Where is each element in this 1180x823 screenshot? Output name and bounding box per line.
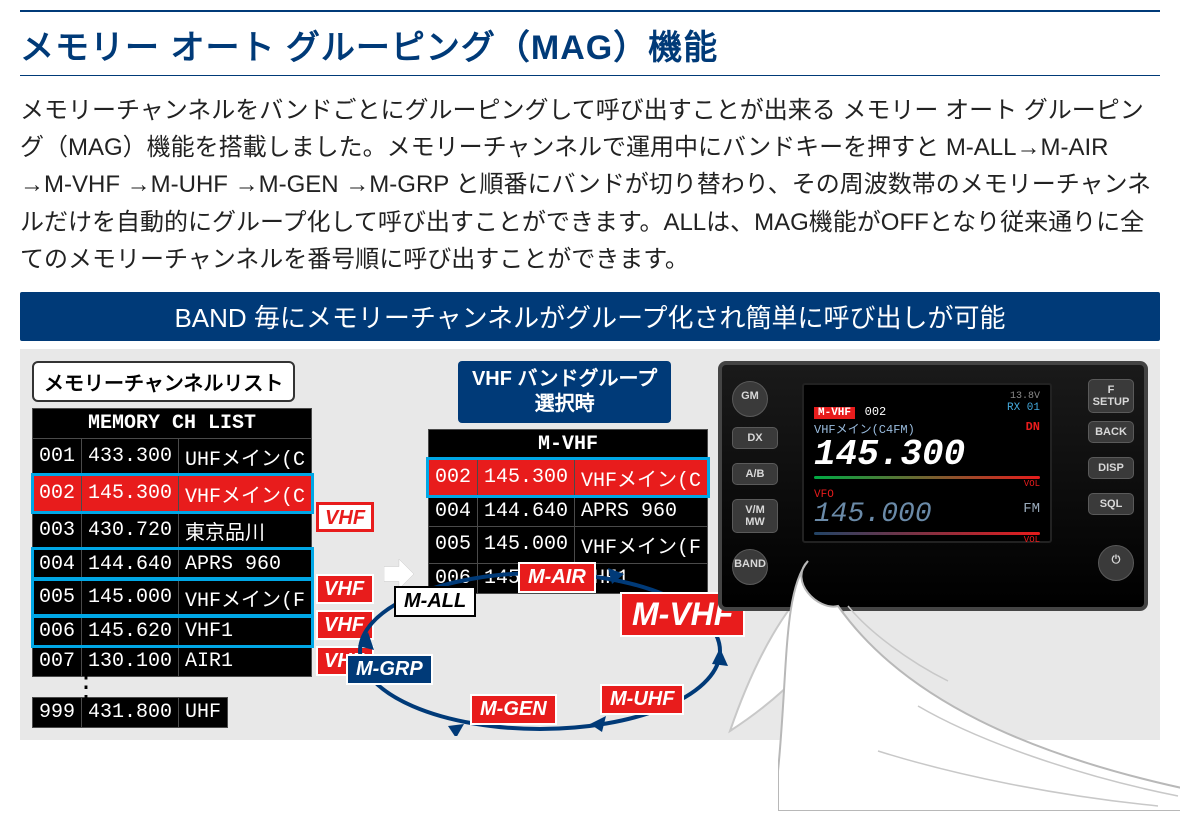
vertical-ellipsis: ⋮ — [32, 677, 312, 697]
table-row: 006145.620VHF1 — [33, 616, 312, 646]
vhf-group-tab: VHF バンドグループ 選択時 — [458, 361, 671, 423]
table-row: 002145.300VHFメイン(C — [33, 475, 312, 512]
mem-freq: 431.800 — [82, 697, 179, 727]
mem-freq: 145.620 — [82, 616, 179, 646]
mem-freq: 433.300 — [82, 438, 179, 475]
screen-vol-label: VOL — [814, 479, 1040, 489]
screen-dn-badge: DN — [1026, 420, 1040, 434]
screen-ch: 002 — [865, 405, 887, 419]
cycle-node-mall: M-ALL — [394, 586, 476, 617]
mem-ch: 005 — [33, 579, 82, 616]
screen-vol-label-2: VOL — [814, 535, 1040, 545]
device-screen: 13.8V M-VHF 002 RX 01 VHFメイン(C4FM) DN 14… — [802, 383, 1052, 543]
table-row: 005145.000VHFメイン(F — [33, 579, 312, 616]
cycle-node-mgrp: M-GRP — [346, 654, 433, 685]
table-row: 001433.300UHFメイン(C — [33, 438, 312, 475]
mem-freq: 144.640 — [477, 496, 574, 526]
mem-name: APRS 960 — [574, 496, 707, 526]
screen-status: 13.8V — [814, 391, 1040, 402]
mem-freq: 430.720 — [82, 512, 179, 549]
subhead-bar: BAND 毎にメモリーチャンネルがグループ化され簡単に呼び出しが可能 — [20, 292, 1160, 341]
device-fsetup-button[interactable]: FSETUP — [1088, 379, 1134, 413]
vhf-tag: VHF — [316, 502, 374, 532]
rule-under-heading — [20, 75, 1160, 76]
memory-list-last-row: 999 431.800 UHF — [32, 697, 228, 728]
memory-list-tab: メモリーチャンネルリスト — [32, 361, 295, 402]
mem-name: 東京品川 — [179, 512, 312, 549]
body-paragraph: メモリーチャンネルをバンドごとにグルーピングして呼び出すことが出来る メモリー … — [20, 92, 1160, 278]
vhf-group-tab-line2: 選択時 — [535, 393, 595, 415]
screen-freq-sub: 145.000 — [814, 499, 932, 530]
vhf-group-tab-line1: VHF バンドグループ — [472, 368, 657, 390]
device-ab-button[interactable]: A/B — [732, 463, 778, 485]
mem-name: VHF1 — [179, 616, 312, 646]
mem-ch: 004 — [33, 549, 82, 579]
diagram-panel: メモリーチャンネルリスト MEMORY CH LIST 001433.300UH… — [20, 349, 1160, 740]
mem-name: VHFメイン(F — [179, 579, 312, 616]
device-band-button[interactable]: BAND — [732, 549, 768, 585]
section-heading: メモリー オート グルーピング（MAG）機能 — [20, 18, 1160, 71]
mem-name: VHFメイン(C — [179, 475, 312, 512]
mem-ch: 001 — [33, 438, 82, 475]
table-row: 002145.300VHFメイン(C — [428, 459, 707, 496]
mem-freq: 145.300 — [82, 475, 179, 512]
memory-list-header: MEMORY CH LIST — [33, 408, 312, 438]
mem-ch: 002 — [33, 475, 82, 512]
device-dx-button[interactable]: DX — [732, 427, 778, 449]
mem-name: UHF — [179, 697, 228, 727]
mem-ch: 003 — [33, 512, 82, 549]
table-row: 003430.720東京品川 — [33, 512, 312, 549]
mem-name: APRS 960 — [179, 549, 312, 579]
cycle-node-mgen: M-GEN — [470, 694, 557, 725]
screen-mode: FM — [1023, 501, 1040, 517]
mem-name: UHFメイン(C — [179, 438, 312, 475]
mem-freq: 144.640 — [82, 549, 179, 579]
cycle-node-muhf: M-UHF — [600, 684, 684, 715]
device-back-button[interactable]: BACK — [1088, 421, 1134, 443]
mem-ch: 004 — [428, 496, 477, 526]
memory-list-block: メモリーチャンネルリスト MEMORY CH LIST 001433.300UH… — [32, 361, 374, 728]
screen-freq-main: 145.300 — [814, 437, 1040, 473]
table-row: 004144.640APRS 960 — [428, 496, 707, 526]
rule-top — [20, 10, 1160, 12]
mem-freq: 145.000 — [82, 579, 179, 616]
mem-ch: 006 — [33, 616, 82, 646]
memory-list-table: MEMORY CH LIST 001433.300UHFメイン(C002145.… — [32, 408, 312, 677]
radio-device: GM DX A/B V/MMW BAND FSETUP BACK DISP SQL ⏻ 13.8… — [718, 361, 1148, 611]
band-cycle-diagram: M-ALLM-AIRM-VHFM-UHFM-GENM-GRP — [340, 556, 760, 736]
mem-name: AIR1 — [179, 646, 312, 676]
mem-freq: 145.300 — [477, 459, 574, 496]
screen-band-tag: M-VHF — [814, 407, 855, 419]
table-row: 004144.640APRS 960 — [33, 549, 312, 579]
device-disp-button[interactable]: DISP — [1088, 457, 1134, 479]
vhf-group-header: M-VHF — [428, 429, 707, 459]
mem-ch: 999 — [33, 697, 82, 727]
device-sql-button[interactable]: SQL — [1088, 493, 1134, 515]
cycle-node-mair: M-AIR — [518, 562, 596, 593]
mem-name: VHFメイン(C — [574, 459, 707, 496]
device-gm-button[interactable]: GM — [732, 381, 768, 417]
mem-ch: 002 — [428, 459, 477, 496]
device-vm-button[interactable]: V/MMW — [732, 499, 778, 533]
device-power-button[interactable]: ⏻ — [1098, 545, 1134, 581]
device-block: GM DX A/B V/MMW BAND FSETUP BACK DISP SQL ⏻ 13.8… — [718, 361, 1148, 611]
screen-rx: RX 01 — [1007, 402, 1040, 414]
